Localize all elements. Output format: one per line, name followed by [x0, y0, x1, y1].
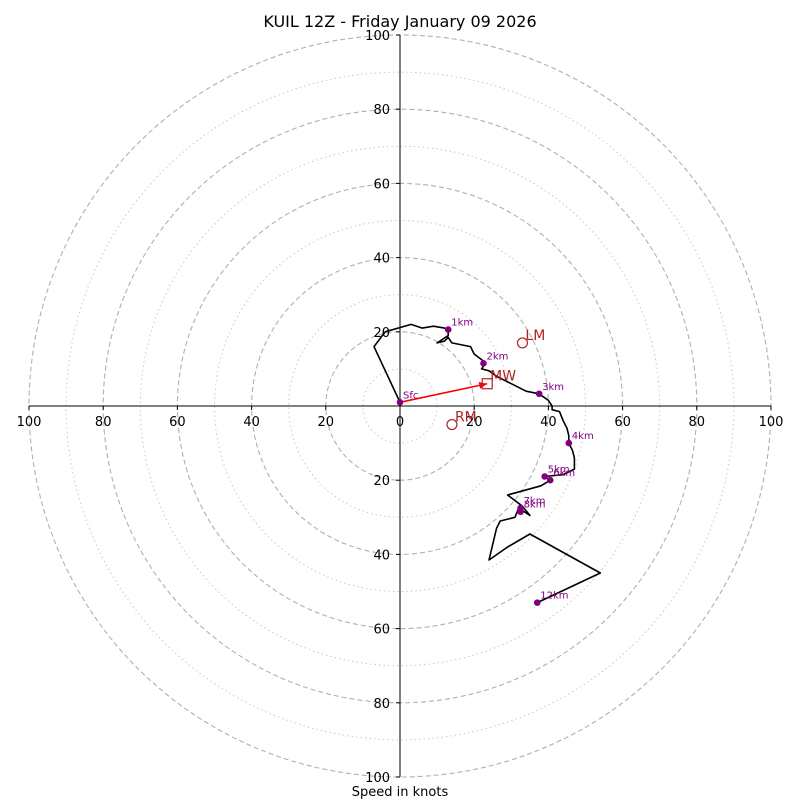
y-tick-label: 40 [373, 252, 390, 267]
x-tick-label: 20 [466, 415, 483, 430]
x-tick-label: 80 [95, 415, 112, 430]
x-tick-label: 20 [318, 415, 335, 430]
y-tick-label: 20 [373, 326, 390, 341]
height-label-7km: 7km [524, 496, 546, 507]
height-label-5km: 5km [548, 464, 570, 475]
shear-vector-arrowhead [478, 382, 488, 389]
height-marker-4km [565, 439, 573, 447]
height-marker-2km [480, 360, 487, 367]
motion-marker-mw [481, 378, 493, 390]
motion-marker-lm [516, 337, 529, 349]
chart-title: KUIL 12Z - Friday January 09 2026 [263, 12, 536, 31]
height-label-1km: 1km [451, 318, 473, 329]
x-tick-label: 100 [17, 415, 42, 430]
y-tick-label: 100 [365, 29, 390, 44]
x-tick-label: 100 [759, 415, 784, 430]
y-tick-label: 100 [365, 771, 390, 786]
x-tick-label: 60 [614, 415, 631, 430]
height-label-6km: 6km [553, 468, 575, 479]
y-tick-label: 60 [373, 623, 390, 638]
x-tick-label: 60 [169, 415, 186, 430]
y-tick-label: 80 [373, 697, 390, 712]
motion-label-mw: MW [490, 369, 516, 385]
height-label-3km: 3km [542, 382, 564, 393]
x-tick-label: 40 [540, 415, 557, 430]
height-marker-12km [533, 599, 541, 606]
height-marker-3km [535, 390, 543, 398]
x-tick-label: 0 [396, 415, 404, 430]
height-label-sfc: Sfc [403, 390, 418, 401]
height-label-8km: 8km [524, 500, 546, 511]
shear-vector [399, 382, 488, 404]
motion-label-rm: RM [455, 410, 477, 426]
x-tick-label: 40 [243, 415, 260, 430]
motion-marker-rm [446, 418, 458, 431]
height-marker-5km [541, 473, 548, 480]
y-tick-label: 40 [373, 548, 390, 563]
x-axis-label: Speed in knots [352, 785, 449, 800]
height-label-12km: 12km [540, 591, 568, 602]
motion-label-lm: LM [525, 328, 545, 344]
y-tick-label: 20 [373, 474, 390, 489]
x-tick-label: 80 [689, 415, 706, 430]
height-label-2km: 2km [486, 351, 508, 362]
height-marker-6km [546, 476, 554, 484]
height-marker-8km [517, 508, 524, 516]
y-tick-label: 80 [373, 103, 390, 118]
y-tick-label: 60 [373, 177, 390, 192]
height-label-4km: 4km [572, 431, 594, 442]
height-marker-1km [444, 326, 452, 333]
height-marker-sfc [396, 398, 404, 406]
